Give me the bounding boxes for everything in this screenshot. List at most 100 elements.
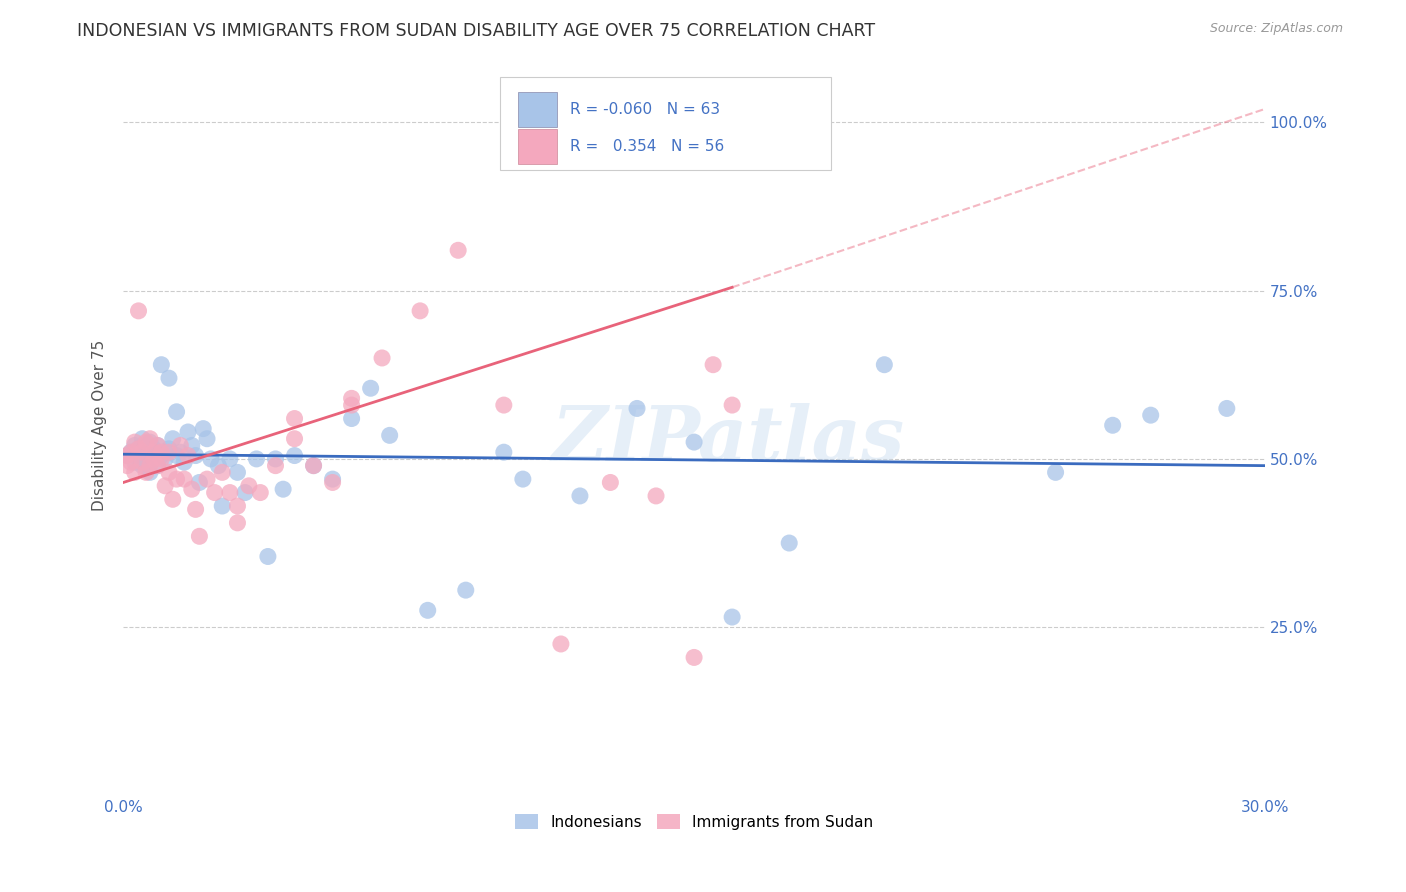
Point — [146, 458, 169, 473]
Point — [218, 485, 240, 500]
Point — [233, 485, 256, 500]
Point — [249, 485, 271, 500]
Point — [150, 451, 173, 466]
Point — [166, 449, 188, 463]
Point — [492, 445, 515, 459]
Point — [340, 392, 363, 406]
Text: R =   0.354   N = 56: R = 0.354 N = 56 — [569, 138, 724, 153]
Point — [599, 475, 621, 490]
Point — [184, 502, 207, 516]
Point — [271, 482, 294, 496]
Point — [162, 432, 184, 446]
Point — [322, 472, 344, 486]
Point — [169, 438, 191, 452]
Point — [131, 455, 153, 469]
Point — [146, 458, 169, 473]
Point — [264, 451, 287, 466]
Point — [169, 445, 191, 459]
Point — [157, 466, 180, 480]
Point — [124, 435, 146, 450]
Point — [157, 445, 180, 459]
Point — [115, 449, 138, 463]
Point — [142, 451, 165, 466]
Point — [238, 479, 260, 493]
Point — [257, 549, 280, 564]
Point — [645, 489, 668, 503]
Point — [131, 432, 153, 446]
Point — [120, 445, 142, 459]
Point — [146, 438, 169, 452]
Point — [184, 449, 207, 463]
Point — [124, 455, 146, 469]
Point — [188, 475, 211, 490]
Point — [778, 536, 800, 550]
Point — [302, 458, 325, 473]
Point — [124, 466, 146, 480]
Point — [166, 405, 188, 419]
Point — [195, 432, 218, 446]
Point — [153, 445, 176, 459]
Point — [322, 475, 344, 490]
Point — [180, 438, 202, 452]
Point — [283, 449, 305, 463]
Point — [218, 451, 240, 466]
FancyBboxPatch shape — [501, 78, 831, 169]
Point — [340, 411, 363, 425]
Point — [188, 529, 211, 543]
Point — [115, 449, 138, 463]
Legend: Indonesians, Immigrants from Sudan: Indonesians, Immigrants from Sudan — [509, 807, 879, 836]
Point — [568, 489, 591, 503]
Text: R = -0.060   N = 63: R = -0.060 N = 63 — [569, 102, 720, 117]
Point — [146, 438, 169, 452]
Point — [193, 422, 215, 436]
Point — [142, 445, 165, 459]
Point — [139, 466, 162, 480]
Point — [173, 472, 195, 486]
Point — [1045, 466, 1067, 480]
Point — [166, 472, 188, 486]
Point — [150, 449, 173, 463]
Point — [124, 438, 146, 452]
Y-axis label: Disability Age Over 75: Disability Age Over 75 — [93, 340, 107, 511]
Point — [873, 358, 896, 372]
Point — [173, 455, 195, 469]
Point — [131, 445, 153, 459]
Point — [1101, 418, 1123, 433]
Text: Source: ZipAtlas.com: Source: ZipAtlas.com — [1209, 22, 1343, 36]
Point — [550, 637, 572, 651]
Point — [378, 428, 401, 442]
Point — [721, 398, 744, 412]
Point — [120, 445, 142, 459]
Point — [153, 451, 176, 466]
Point — [142, 442, 165, 456]
Text: INDONESIAN VS IMMIGRANTS FROM SUDAN DISABILITY AGE OVER 75 CORRELATION CHART: INDONESIAN VS IMMIGRANTS FROM SUDAN DISA… — [77, 22, 876, 40]
Point — [139, 458, 162, 473]
Point — [177, 449, 200, 463]
Point — [683, 650, 706, 665]
Point — [139, 435, 162, 450]
Point — [454, 583, 477, 598]
Point — [211, 466, 233, 480]
Point — [162, 492, 184, 507]
Point — [283, 432, 305, 446]
Point — [226, 516, 249, 530]
Point — [142, 449, 165, 463]
Point — [360, 381, 382, 395]
Point — [128, 451, 150, 466]
Point — [447, 244, 470, 258]
Point — [153, 479, 176, 493]
Point — [721, 610, 744, 624]
Point — [135, 466, 157, 480]
Point — [371, 351, 394, 365]
Point — [200, 451, 222, 466]
Point — [283, 411, 305, 425]
Point — [135, 455, 157, 469]
Point — [1216, 401, 1239, 416]
Point — [211, 499, 233, 513]
Point — [115, 458, 138, 473]
Point — [120, 455, 142, 469]
Point — [226, 499, 249, 513]
Point — [204, 485, 226, 500]
Point — [626, 401, 648, 416]
Point — [150, 445, 173, 459]
